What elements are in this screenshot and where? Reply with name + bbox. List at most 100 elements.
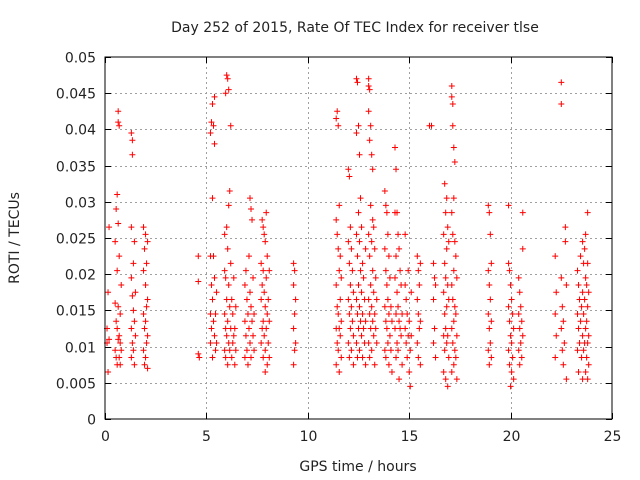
y-tick-label: 0.03: [65, 196, 96, 212]
data-point: [443, 303, 450, 310]
plot-frame: [104, 56, 613, 420]
y-tick-label: 0.045: [56, 87, 96, 103]
data-point: [345, 339, 352, 346]
data-point: [382, 202, 389, 209]
data-point: [335, 347, 342, 354]
data-point: [384, 296, 391, 303]
data-point: [414, 339, 421, 346]
data-point: [552, 354, 559, 361]
data-point: [442, 274, 449, 281]
data-point: [508, 368, 515, 375]
data-point: [261, 289, 268, 296]
data-point: [262, 368, 269, 375]
data-point: [485, 347, 492, 354]
data-point: [347, 224, 354, 231]
data-point: [576, 296, 583, 303]
data-point: [140, 311, 147, 318]
data-point: [396, 318, 403, 325]
data-point: [115, 119, 122, 126]
data-point: [505, 347, 512, 354]
y-tick-label: 0: [87, 413, 96, 429]
data-point: [263, 274, 270, 281]
data-point: [366, 137, 373, 144]
data-point: [451, 158, 458, 165]
data-point: [407, 383, 414, 390]
data-point: [349, 267, 356, 274]
data-point: [368, 151, 375, 158]
data-point: [399, 311, 406, 318]
data-point: [209, 354, 216, 361]
data-point: [132, 332, 139, 339]
data-point: [505, 260, 512, 267]
data-point: [241, 354, 248, 361]
x-tick-label: 0: [101, 429, 110, 445]
data-point: [558, 79, 565, 86]
data-point: [105, 368, 112, 375]
data-point: [519, 332, 526, 339]
data-point: [247, 195, 254, 202]
data-point: [224, 361, 231, 368]
data-point: [223, 332, 230, 339]
data-point: [223, 296, 230, 303]
data-point: [358, 332, 365, 339]
data-point: [406, 368, 413, 375]
data-point: [360, 325, 367, 332]
data-point: [430, 260, 437, 267]
y-tick-label: 0.025: [56, 232, 96, 248]
data-point: [574, 347, 581, 354]
data-point: [404, 311, 411, 318]
data-point: [488, 260, 495, 267]
data-point: [144, 332, 151, 339]
data-point: [262, 347, 269, 354]
data-point: [335, 245, 342, 252]
data-point: [448, 282, 455, 289]
data-point: [558, 325, 565, 332]
data-point: [224, 245, 231, 252]
data-point: [394, 209, 401, 216]
data-point: [347, 325, 354, 332]
data-point: [130, 307, 137, 314]
data-point: [365, 339, 372, 346]
data-point: [210, 122, 217, 129]
data-point: [450, 195, 457, 202]
data-point: [210, 318, 217, 325]
data-point: [223, 224, 230, 231]
data-point: [383, 209, 390, 216]
data-point: [260, 224, 267, 231]
data-point: [247, 289, 254, 296]
data-point: [367, 325, 374, 332]
data-point: [241, 282, 248, 289]
data-point: [407, 347, 414, 354]
data-point: [266, 354, 273, 361]
data-point: [359, 260, 366, 267]
data-point: [404, 354, 411, 361]
data-point: [574, 267, 581, 274]
data-point: [368, 238, 375, 245]
data-point: [398, 332, 405, 339]
data-point: [507, 383, 514, 390]
data-point: [553, 332, 560, 339]
data-point: [384, 339, 391, 346]
data-point: [365, 231, 372, 238]
data-point: [208, 325, 215, 332]
data-point: [450, 144, 457, 151]
data-point: [349, 318, 356, 325]
data-point: [118, 347, 125, 354]
data-point: [242, 332, 249, 339]
data-point: [448, 368, 455, 375]
data-point: [584, 303, 591, 310]
data-point: [228, 296, 235, 303]
data-point: [403, 296, 410, 303]
data-point: [226, 303, 233, 310]
data-point: [211, 93, 218, 100]
data-point: [395, 303, 402, 310]
data-point: [445, 354, 452, 361]
data-point: [290, 361, 297, 368]
data-point: [212, 347, 219, 354]
data-point: [336, 267, 343, 274]
data-point: [140, 347, 147, 354]
data-point: [560, 318, 567, 325]
data-point: [226, 347, 233, 354]
data-point: [334, 231, 341, 238]
data-point: [338, 318, 345, 325]
